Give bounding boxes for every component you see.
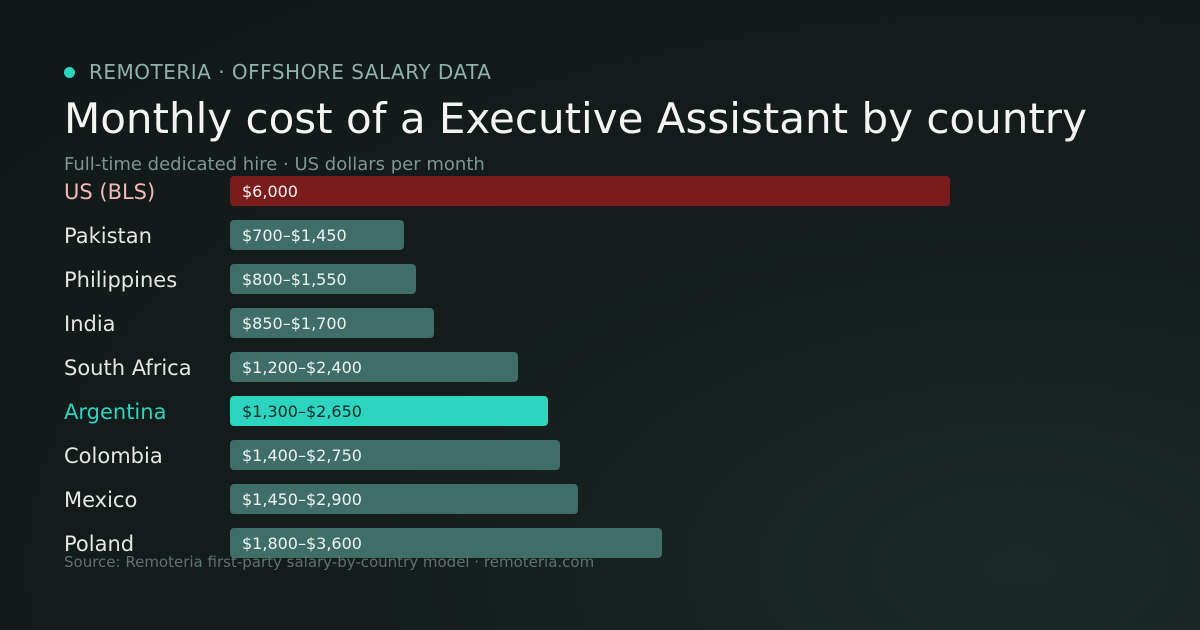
data-label-poland: $1,800–$3,600: [242, 534, 362, 553]
category-label-india: India: [64, 312, 116, 336]
data-label-colombia: $1,400–$2,750: [242, 446, 362, 465]
chart-subtitle: Full-time dedicated hire · US dollars pe…: [64, 154, 485, 175]
data-label-mexico: $1,450–$2,900: [242, 490, 362, 509]
bar-south-africa: [230, 352, 518, 382]
category-label-argentina: Argentina: [64, 400, 166, 424]
bar-colombia: [230, 440, 560, 470]
category-label-poland: Poland: [64, 532, 134, 556]
data-label-argentina: $1,300–$2,650: [242, 402, 362, 421]
category-label-philippines: Philippines: [64, 268, 177, 292]
bar-philippines: [230, 264, 416, 294]
bar-mexico: [230, 484, 578, 514]
category-label-us-bls: US (BLS): [64, 180, 155, 204]
bar-india: [230, 308, 434, 338]
category-label-south-africa: South Africa: [64, 356, 192, 380]
brand-dot-icon: [64, 66, 75, 78]
bar-argentina: [230, 396, 548, 426]
source-note: Source: Remoteria first-party salary-by-…: [64, 553, 595, 571]
category-label-mexico: Mexico: [64, 488, 137, 512]
data-label-philippines: $800–$1,550: [242, 270, 347, 289]
brand-header: REMOTERIA · OFFSHORE SALARY DATA: [64, 60, 491, 84]
category-label-pakistan: Pakistan: [64, 224, 152, 248]
data-label-us-bls: $6,000: [242, 182, 298, 201]
bar-pakistan: [230, 220, 404, 250]
chart-title: Monthly cost of a Executive Assistant by…: [64, 94, 1087, 143]
brand-label: REMOTERIA · OFFSHORE SALARY DATA: [89, 60, 492, 84]
data-label-india: $850–$1,700: [242, 314, 347, 333]
data-label-pakistan: $700–$1,450: [242, 226, 347, 245]
data-label-south-africa: $1,200–$2,400: [242, 358, 362, 377]
category-label-colombia: Colombia: [64, 444, 163, 468]
bar-us-bls: [230, 176, 950, 206]
bar-poland: [230, 528, 662, 558]
